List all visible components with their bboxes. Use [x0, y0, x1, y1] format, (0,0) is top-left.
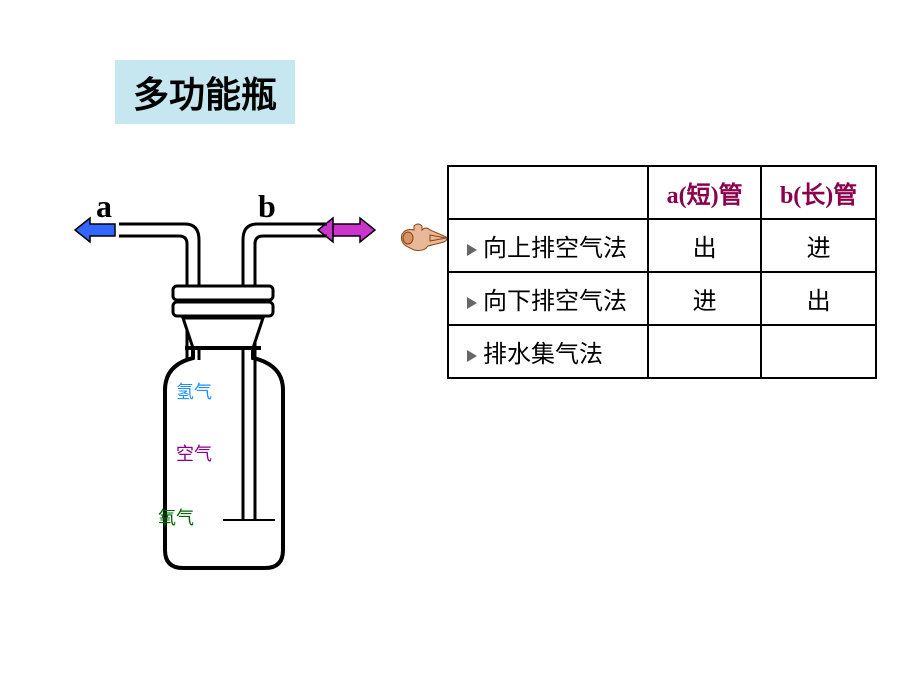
cell-b [761, 325, 876, 378]
header-blank [448, 166, 648, 219]
cell-a [648, 325, 761, 378]
row-label: 排水集气法 [448, 325, 648, 378]
cell-a: 出 [648, 219, 761, 272]
cell-b: 进 [761, 219, 876, 272]
table-row: 向下排空气法 进 出 [448, 272, 876, 325]
header-a: a(短)管 [648, 166, 761, 219]
table-row: 向上排空气法 出 进 [448, 219, 876, 272]
bullet-icon [467, 297, 477, 309]
gas-label-air: 空气 [176, 440, 212, 466]
label-a: a [96, 188, 112, 225]
label-b: b [258, 188, 276, 225]
page-title: 多功能瓶 [115, 60, 295, 124]
bullet-icon [467, 350, 477, 362]
arrow-b-icon [318, 218, 375, 242]
row-label: 向上排空气法 [448, 219, 648, 272]
cell-b: 出 [761, 272, 876, 325]
header-b: b(长)管 [761, 166, 876, 219]
methods-table: a(短)管 b(长)管 向上排空气法 出 进 向下排空气法 进 出 排水集气法 [447, 165, 877, 379]
pointer-hand-icon [400, 222, 450, 254]
cell-a: 进 [648, 272, 761, 325]
table-row: 排水集气法 [448, 325, 876, 378]
table-header-row: a(短)管 b(长)管 [448, 166, 876, 219]
row-label: 向下排空气法 [448, 272, 648, 325]
bottle-diagram [65, 190, 405, 610]
gas-label-o2: 氧气 [158, 504, 194, 530]
bullet-icon [467, 244, 477, 256]
gas-label-h2: 氢气 [176, 378, 212, 404]
